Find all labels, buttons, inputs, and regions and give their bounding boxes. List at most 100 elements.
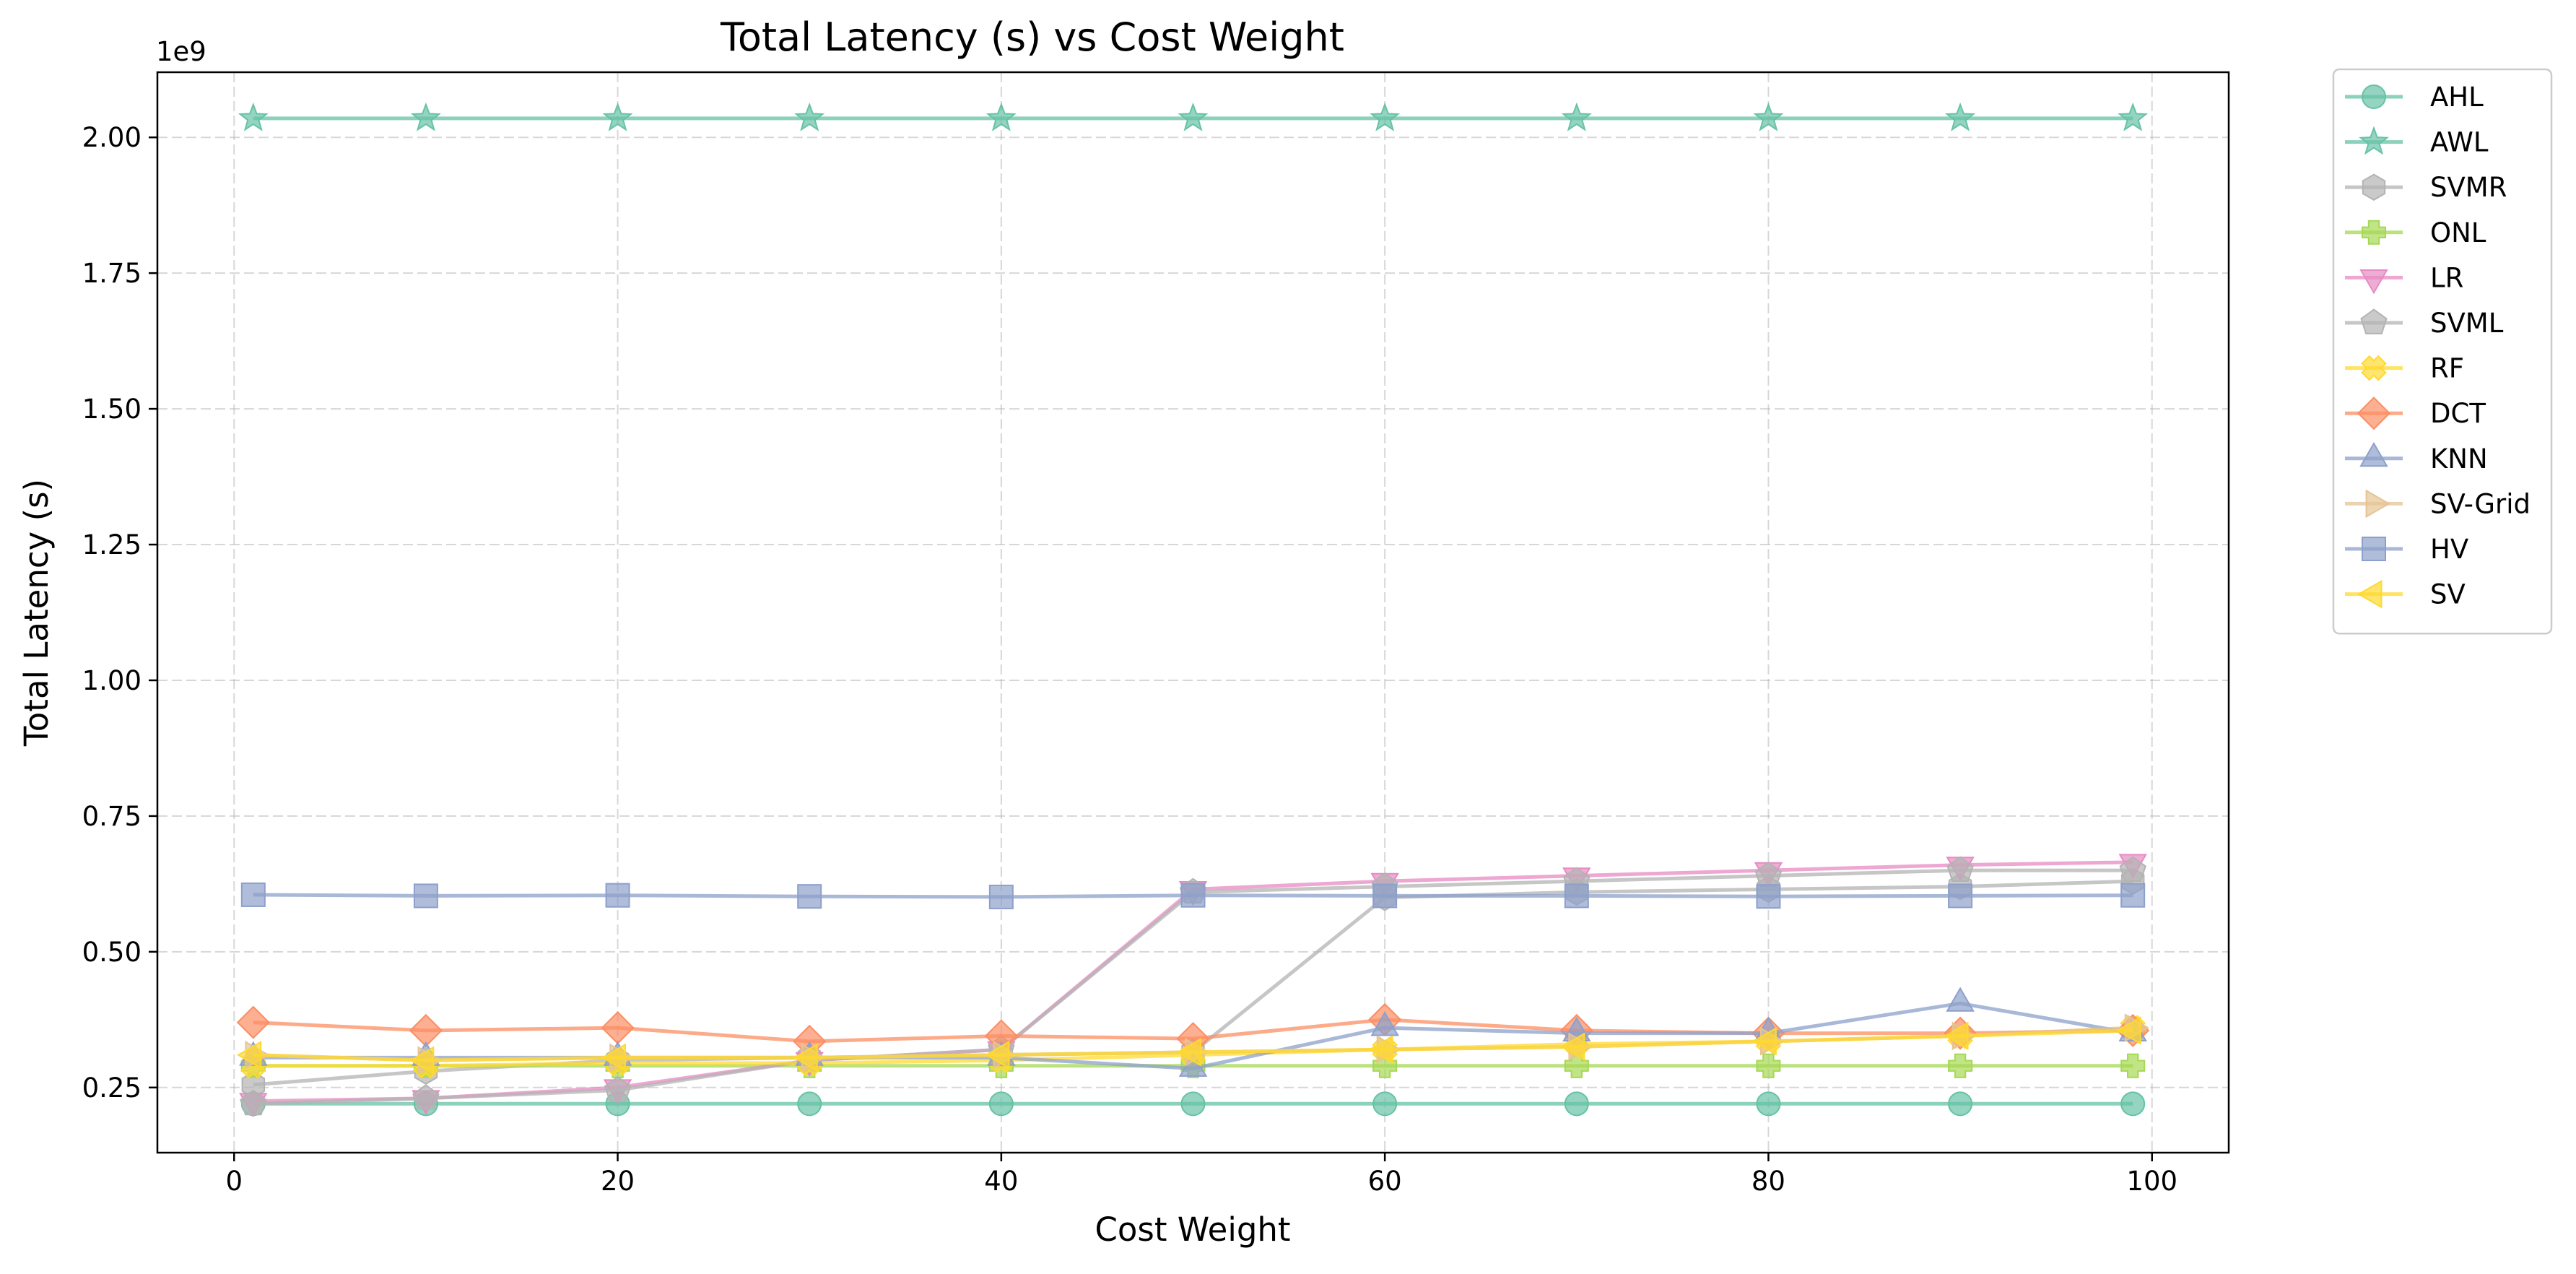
legend-label-sv-grid: SV-Grid [2430,488,2531,519]
series-sv [236,1016,2141,1075]
x-axis-label: Cost Weight [1095,1210,1290,1249]
y-tick-label: 0.25 [82,1072,142,1104]
data-point-ahl [988,1091,1014,1117]
plot-area-frame [156,71,2230,1154]
data-point-hv [1372,883,1398,909]
data-point-dct [601,1011,635,1045]
legend-entry-awl: AWL [2345,126,2489,158]
y-tick-label: 1.25 [82,529,142,560]
data-point-onl [1564,1053,1589,1078]
grid [157,72,2229,1153]
legend-entry-svml: SVML [2345,308,2504,339]
x-tick-label: 100 [2126,1166,2177,1197]
data-point-ahl [1948,1091,1973,1117]
data-point-awl [1561,102,1592,131]
data-point-knn [1370,1011,1399,1036]
legend-label-dct: DCT [2430,398,2486,429]
data-point-ahl [1180,1091,1206,1117]
data-point-sv [1752,1027,1777,1056]
y-axis-label: Total Latency (s) [17,479,56,747]
data-point-awl [1945,102,1976,131]
data-point-svml [1946,856,1974,882]
legend-entry-knn: KNN [2345,441,2488,474]
data-point-onl [1756,1053,1781,1078]
legend-label-onl: ONL [2430,217,2486,248]
data-point-hv [797,884,822,909]
chart-title: Total Latency (s) vs Cost Weight [720,14,1344,60]
data-point-awl [410,102,441,131]
legend-marker-rf [2361,355,2387,381]
legend-marker-dct [2357,396,2391,430]
data-point-svml [240,1089,267,1116]
data-point-sv [409,1046,435,1075]
data-point-awl [602,102,633,131]
legend-entry-sv: SV [2345,579,2466,610]
legend-marker-svmr [2362,173,2386,201]
data-point-dct [236,1005,270,1039]
data-point-sv [236,1040,262,1070]
legend-entry-sv-grid: SV-Grid [2345,488,2531,519]
data-point-onl [1948,1053,1973,1078]
data-point-hv [413,883,438,909]
data-point-svml [604,1075,632,1102]
x-tick-label: 80 [1752,1166,1785,1197]
data-point-hv [605,883,630,908]
data-point-hv [2120,883,2146,908]
data-point-ahl [1564,1091,1589,1117]
legend-label-svml: SVML [2430,308,2504,339]
data-point-sv [1944,1021,1969,1051]
data-point-sv [1559,1032,1585,1062]
legend-label-knn: KNN [2430,443,2488,474]
legend-label-hv: HV [2430,534,2468,565]
data-point-hv [240,882,266,907]
legend-marker-knn [2359,441,2388,467]
data-point-awl [794,102,825,131]
legend-label-awl: AWL [2430,127,2489,158]
data-point-svml [412,1084,440,1110]
legend-marker-lr [2359,269,2388,295]
data-point-awl [985,102,1017,131]
data-point-hv [1564,883,1589,909]
legend-marker-awl [2358,126,2390,155]
series-layer [236,102,2150,1118]
data-point-sv [1368,1035,1393,1064]
data-point-awl [2118,102,2149,131]
y-tick-label: 1.75 [82,258,142,289]
data-point-knn [1946,987,1975,1012]
data-point-awl [1178,102,1209,131]
data-point-hv [1948,883,1973,909]
legend-label-sv: SV [2430,579,2466,610]
legend-marker-ahl [2362,84,2386,109]
legend-marker-sv [2357,579,2383,609]
legend-label-ahl: AHL [2430,82,2484,113]
data-point-ahl [797,1091,822,1117]
legend-marker-sv-grid [2365,489,2390,519]
data-point-awl [1753,102,1784,131]
legend-entry-onl: ONL [2345,217,2486,248]
data-point-sv [601,1043,626,1072]
legend-entry-hv: HV [2345,534,2468,565]
legend: AHL AWL SVMR ONL LR SVML RF DCT KNN SV-Grid HV SV [2332,68,2553,635]
legend-label-lr: LR [2430,262,2463,293]
legend-entry-ahl: AHL [2345,82,2484,113]
x-tick-label: 40 [984,1166,1018,1197]
data-point-hv [988,884,1014,909]
data-point-ahl [1372,1091,1398,1117]
data-point-hv [1756,884,1781,909]
data-point-sv [985,1040,1010,1070]
legend-entry-dct: DCT [2345,396,2486,430]
x-tick-label: 60 [1368,1166,1402,1197]
x-tick-label: 0 [225,1166,243,1197]
data-point-svml [2119,856,2146,882]
data-point-awl [238,102,269,131]
data-point-sv [2116,1016,2141,1045]
data-point-sv [793,1043,818,1072]
data-point-onl [2120,1053,2146,1078]
y-tick-label: 0.50 [82,937,142,968]
data-point-ahl [2120,1091,2146,1117]
legend-entry-svmr: SVMR [2345,172,2507,203]
y-tick-label: 0.75 [82,801,142,832]
legend-entry-rf: RF [2345,353,2464,384]
data-point-awl [1370,102,1401,131]
